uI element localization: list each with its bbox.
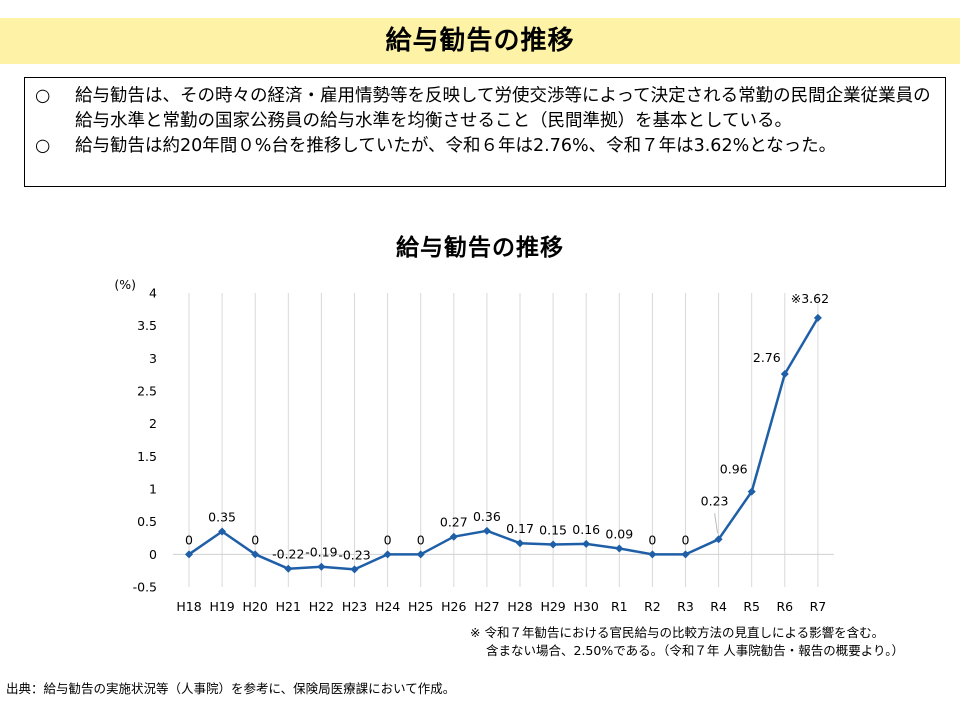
banner: 給与勧告の推移 (0, 18, 960, 64)
data-point-H28 (516, 539, 524, 548)
x-tick-label: R6 (776, 599, 793, 614)
data-label-R5: 0.96 (720, 462, 748, 477)
x-tick-label: H26 (441, 599, 466, 614)
y-tick-label: 2.5 (137, 384, 157, 399)
series-line (188, 317, 819, 571)
bullet-text: 給与勧告は約20年間０%台を推移していたが、令和６年は2.76%、令和７年は3.… (75, 136, 837, 156)
data-label-R7: ※3.62 (791, 291, 829, 306)
summary-bullet: ○ 給与勧告は、その時々の経済・雇用情勢等を反映して労使交渉等によって決定される… (35, 84, 937, 134)
data-point-R5 (747, 487, 756, 496)
x-tick-label: H24 (375, 599, 400, 614)
y-tick-label: 1.5 (137, 449, 157, 464)
x-tick-label: H23 (342, 599, 367, 614)
grid-layer (173, 293, 834, 587)
bullet-mark: ○ (35, 86, 51, 106)
y-tick-label: 0.5 (137, 514, 157, 529)
banner-title: 給与勧告の推移 (385, 26, 575, 56)
data-label-H24: 0 (384, 532, 392, 547)
summary-box: ○ 給与勧告は、その時々の経済・雇用情勢等を反映して労使交渉等によって決定される… (24, 77, 946, 187)
data-point-R4 (714, 535, 723, 544)
data-point-R6 (780, 370, 789, 379)
data-point-H19 (218, 527, 227, 536)
y-tick-label: 4 (149, 286, 157, 301)
data-label-H20: 0 (251, 532, 259, 547)
x-tick-label: H29 (540, 599, 565, 614)
x-tick-label: R7 (810, 599, 827, 614)
x-tick-label: H18 (176, 599, 201, 614)
data-point-H23 (350, 565, 359, 574)
data-label-H30: 0.16 (572, 522, 600, 537)
x-tick-label: H19 (209, 599, 234, 614)
data-label-H26: 0.27 (440, 515, 468, 530)
data-label-H25: 0 (417, 532, 425, 547)
x-tick-label: H25 (408, 599, 433, 614)
chart-note: ※ 令和７年勧告における官民給与の比較方法の見直しによる影響を含む。 含まない場… (470, 624, 950, 660)
x-tick-label: H22 (309, 599, 334, 614)
x-tick-label: H30 (574, 599, 599, 614)
x-tick-label: H27 (474, 599, 499, 614)
x-tick-label: R5 (743, 599, 760, 614)
x-tick-label: H21 (276, 599, 301, 614)
label-layer: 0 0.35 0 -0.22 -0.19 -0.23 0 0 0.27 0.36 0.17 0.15 0… (185, 291, 829, 563)
data-point-R3 (681, 550, 690, 559)
note-line-2: 含まない場合、2.50%である。（令和７年 人事院勧告・報告の概要より。） (486, 643, 905, 658)
data-point-R7 (813, 313, 822, 322)
y-tick-label: 3.5 (137, 318, 157, 333)
data-point-H26 (449, 532, 458, 541)
source-credit: 出典：給与勧告の実施状況等（人事院）を参考に、保険局医療課において作成。 (6, 681, 456, 696)
data-label-H28: 0.17 (506, 521, 534, 536)
data-point-R1 (615, 544, 624, 553)
data-label-H23: -0.23 (338, 547, 370, 562)
data-point-H30 (582, 539, 591, 548)
data-label-R2: 0 (648, 532, 656, 547)
x-tick-label: R1 (611, 599, 628, 614)
data-label-H27: 0.36 (473, 509, 501, 524)
data-label-H19: 0.35 (208, 509, 236, 524)
data-point-H22 (317, 562, 326, 571)
summary-bullet: ○ 給与勧告は約20年間０%台を推移していたが、令和６年は2.76%、令和７年は… (35, 134, 937, 159)
y-axis-label: (%) (114, 277, 136, 292)
data-label-R1: 0.09 (605, 526, 633, 541)
bullet-text: 給与勧告は、その時々の経済・雇用情勢等を反映して労使交渉等によって決定される常勤… (75, 86, 931, 131)
x-tick-label: R2 (644, 599, 661, 614)
y-tick-label: -0.5 (133, 580, 157, 595)
data-point-H18 (185, 550, 193, 559)
leader-line-R4 (714, 513, 719, 534)
axis-layer: (%) 4 3.5 3 2.5 2 1.5 1 0.5 0 -0.5 H18 H19 H20 H21 H22 H… (114, 277, 826, 614)
data-point-H29 (549, 540, 558, 549)
y-tick-label: 2 (149, 416, 157, 431)
data-label-H22: -0.19 (305, 545, 337, 560)
line-layer (185, 313, 822, 574)
data-point-H20 (251, 550, 260, 559)
data-point-H25 (416, 550, 425, 559)
y-tick-label: 0 (149, 547, 157, 562)
y-tick-label: 3 (149, 351, 157, 366)
x-tick-label: R4 (710, 599, 727, 614)
data-point-R2 (648, 550, 657, 559)
chart-title: 給与勧告の推移 (396, 235, 564, 261)
note-line-1: ※ 令和７年勧告における官民給与の比較方法の見直しによる影響を含む。 (470, 625, 885, 640)
data-label-R3: 0 (682, 532, 690, 547)
data-label-H29: 0.15 (539, 523, 567, 538)
data-point-H21 (284, 564, 293, 573)
data-label-H18: 0 (185, 532, 193, 547)
x-tick-label: H28 (507, 599, 532, 614)
data-point-H27 (482, 526, 491, 535)
data-label-R4: 0.23 (701, 493, 729, 508)
data-point-H24 (383, 550, 392, 559)
x-tick-label: H20 (243, 599, 268, 614)
bullet-mark: ○ (35, 136, 51, 156)
x-tick-label: R3 (677, 599, 694, 614)
data-label-R6: 2.76 (753, 350, 781, 365)
data-label-H21: -0.22 (272, 547, 304, 562)
y-tick-label: 1 (149, 482, 157, 497)
